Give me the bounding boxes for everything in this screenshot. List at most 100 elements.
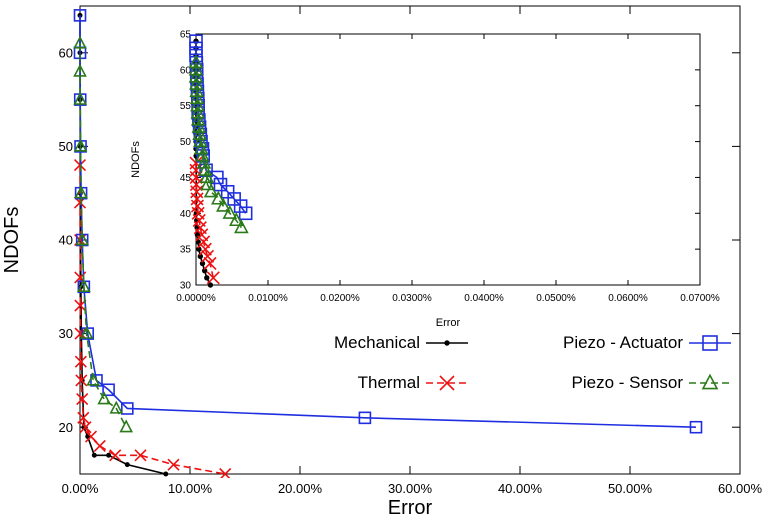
inset-series-line-piezo-sensor: [195, 62, 243, 229]
inset-series-line-thermal: [195, 163, 215, 279]
inset-point-piezo-sensor: [203, 183, 219, 198]
main-point-piezo-sensor: [73, 35, 87, 49]
main-point-piezo-sensor: [86, 372, 101, 386]
main-xtick-label: 0.00%: [62, 481, 99, 496]
inset-point-piezo-sensor: [188, 54, 204, 69]
inset-point-piezo-sensor: [188, 68, 204, 83]
main-point-piezo-sensor: [109, 400, 124, 414]
inset-point-mechanical: [199, 260, 206, 267]
main-series-piezo-sensor: [73, 35, 134, 433]
main-xtick-label: 10.00%: [168, 481, 213, 496]
inset-series-piezo-sensor: [188, 54, 249, 234]
main-point-piezo-sensor: [79, 325, 94, 339]
main-xtick-label: 40.00%: [498, 481, 543, 496]
main-xtick-label: 20.00%: [278, 481, 323, 496]
main-point-piezo-actuator: [102, 383, 115, 397]
main-point-thermal: [134, 449, 147, 462]
legend-label-sensor: Piezo - Sensor: [572, 373, 684, 392]
inset-ytick-label: 55: [180, 101, 192, 112]
main-point-thermal: [109, 449, 122, 462]
inset-point-piezo-sensor: [189, 90, 205, 105]
main-point-piezo-sensor: [73, 138, 88, 152]
inset-frame: [195, 33, 701, 286]
main-ytick-label: 60: [59, 45, 73, 60]
inset-point-mechanical: [207, 282, 214, 288]
inset-point-thermal: [206, 271, 220, 285]
main-point-piezo-actuator: [73, 9, 87, 22]
inset-point-piezo-sensor: [190, 111, 206, 126]
inset-point-thermal: [200, 249, 215, 263]
main-point-mechanical: [106, 452, 112, 458]
inset-point-thermal: [198, 242, 212, 256]
inset-xtick-label: 0.0000%: [176, 293, 216, 304]
inset-point-piezo-sensor: [191, 118, 207, 133]
inset-ytick-label: 50: [180, 137, 192, 148]
inset-xtick-label: 0.0700%: [680, 293, 720, 304]
main-xtick-label: 30.00%: [388, 481, 433, 496]
main-point-thermal: [74, 355, 87, 368]
inset-point-piezo-sensor: [190, 97, 205, 112]
inset-point-mechanical: [204, 275, 210, 281]
inset-point-piezo-actuator: [213, 177, 228, 192]
main-point-piezo-sensor: [119, 419, 134, 433]
inset-xtick-label: 0.0100%: [248, 293, 288, 304]
main-ytick-label: 50: [59, 139, 73, 154]
inset-point-piezo-sensor: [200, 176, 215, 191]
main-point-mechanical: [163, 471, 169, 477]
inset-point-thermal: [203, 256, 217, 271]
main-point-piezo-sensor: [73, 91, 88, 105]
inset-series-thermal: [189, 156, 220, 285]
main-point-piezo-sensor: [74, 185, 88, 199]
inset-point-piezo-sensor: [192, 126, 207, 140]
main-point-piezo-sensor: [97, 391, 112, 405]
inset-point-mechanical: [201, 267, 208, 274]
inset-point-piezo-sensor: [189, 83, 205, 97]
inset-xtick-label: 0.0400%: [464, 293, 504, 304]
main-series-mechanical: [77, 12, 169, 477]
main-ytick-label: 40: [59, 233, 73, 248]
inset-xtick-label: 0.0500%: [536, 293, 576, 304]
main-point-piezo-sensor: [75, 232, 90, 246]
inset-ytick-label: 60: [180, 65, 192, 76]
inset-ytick-label: 35: [180, 245, 192, 256]
legend-marker-piezo-sensor: [701, 373, 719, 390]
inset-point-piezo-sensor: [192, 133, 208, 148]
main-point-thermal: [77, 411, 90, 424]
inset-point-piezo-sensor: [234, 219, 249, 234]
main-plot: 0.00% 10.00% 20.00% 30.00% 40.00% 50.00% 60.00…: [1, 5, 763, 519]
inset-point-piezo-sensor: [189, 75, 204, 90]
main-ytick-label: 20: [59, 420, 73, 435]
legend-label-mechanical: Mechanical: [334, 333, 420, 352]
main-point-thermal: [219, 467, 232, 478]
main-xtick-label: 60.00%: [718, 481, 763, 496]
inset-point-piezo-sensor: [216, 197, 231, 212]
legend-marker-mechanical: [444, 340, 450, 346]
inset-x-axis-label: Error: [436, 317, 461, 329]
inset-point-piezo-sensor: [188, 61, 204, 76]
inset-point-piezo-actuator: [189, 34, 203, 48]
inset-xtick-label: 0.0600%: [608, 293, 648, 304]
legend: Mechanical Thermal Piezo - Actuator Piez…: [334, 333, 731, 392]
inset-point-piezo-sensor: [222, 204, 238, 219]
main-point-thermal: [167, 458, 180, 471]
main-point-thermal: [79, 421, 92, 434]
main-point-thermal: [75, 374, 88, 387]
inset-point-piezo-sensor: [210, 190, 226, 205]
inset-point-piezo-sensor: [199, 169, 215, 184]
inset-point-piezo-actuator: [238, 206, 253, 221]
inset-plot: 0.0000% 0.0100% 0.0200% 0.0300% 0.0400% 0.050…: [130, 30, 720, 330]
main-point-piezo-sensor: [73, 63, 87, 77]
inset-ytick-label: 40: [180, 209, 192, 220]
main-x-axis-label: Error: [388, 497, 433, 519]
main-xtick-label: 50.00%: [608, 481, 653, 496]
main-point-piezo-actuator: [358, 411, 372, 425]
inset-ytick-label: 65: [180, 30, 192, 41]
main-ytick-label: 30: [59, 326, 73, 341]
inset-xtick-label: 0.0200%: [320, 293, 360, 304]
main-y-axis-label: NDOFs: [1, 207, 23, 274]
inset-point-piezo-actuator: [189, 48, 203, 63]
legend-marker-piezo-actuator: [702, 335, 718, 351]
inset-ytick-label: 30: [180, 281, 192, 292]
legend-marker-thermal: [439, 375, 455, 391]
